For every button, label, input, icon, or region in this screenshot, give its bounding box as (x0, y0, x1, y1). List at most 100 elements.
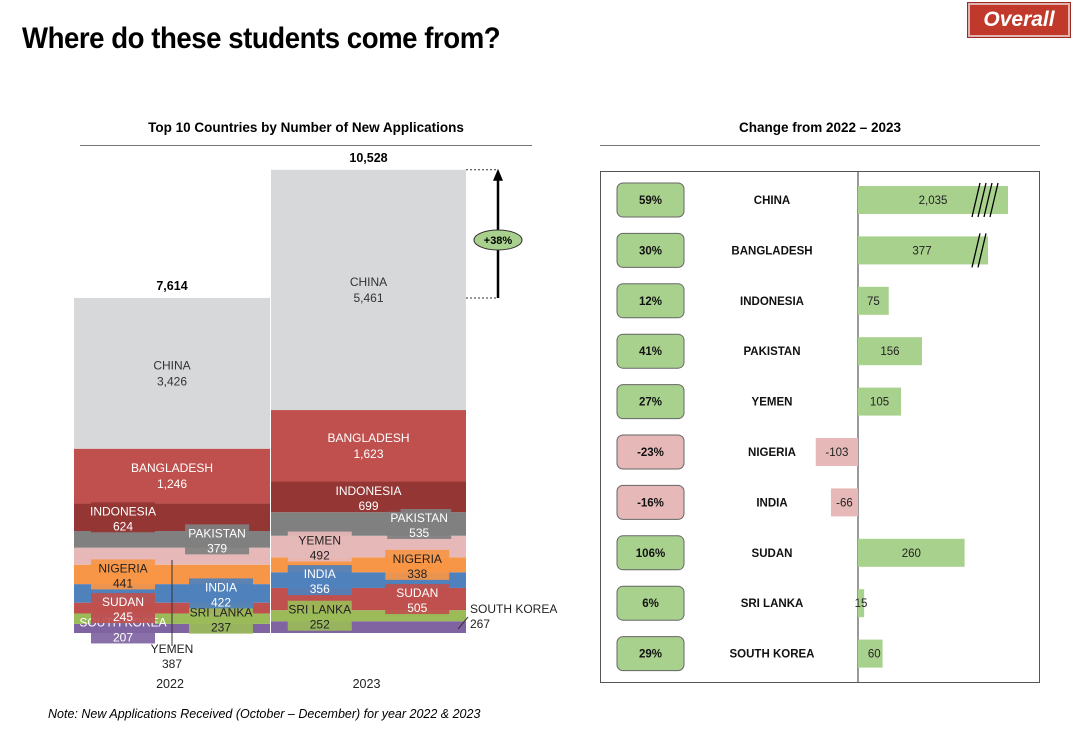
label-pakistan-2022-value: 379 (207, 541, 227, 555)
percent-label-nigeria: -23% (637, 447, 664, 459)
percent-label-bangladesh: 30% (639, 245, 662, 257)
country-label-indonesia: INDONESIA (740, 296, 804, 308)
change-chart-frame (600, 171, 1040, 683)
segment-china-2023 (271, 169, 466, 411)
label-sri-lanka-2022-name: SRI LANKA (190, 606, 253, 620)
label-indonesia-2022-name: INDONESIA (90, 504, 156, 518)
total-label-2023: 10,528 (349, 151, 387, 165)
break-mark-bangladesh-0b (977, 233, 987, 268)
break-mark-china-0a (971, 182, 981, 218)
change-bar-china (858, 186, 1008, 214)
category-label-2022: 2022 (156, 677, 184, 691)
percent-label-indonesia: 12% (639, 296, 662, 308)
change-value-indonesia: 75 (867, 296, 880, 308)
percent-pill-india (616, 484, 685, 520)
growth-arrow-head (493, 168, 503, 181)
country-label-sudan: SUDAN (752, 548, 793, 560)
label-indonesia-2023-value: 699 (358, 499, 378, 513)
change-bar-pakistan (858, 337, 922, 366)
percent-pill-yemen (616, 384, 685, 420)
overall-badge[interactable]: Overall (968, 3, 1070, 37)
percent-pill-sudan (616, 535, 685, 571)
label-india-2023-name: INDIA (304, 567, 336, 581)
percent-pill-south-korea (616, 636, 685, 672)
country-label-yemen: YEMEN (752, 397, 793, 409)
label-yemen-2023-value: 492 (310, 549, 330, 563)
percent-pill-sri-lanka (616, 585, 685, 621)
percent-label-china: 59% (639, 195, 662, 207)
callout-line-south-korea-2023 (457, 616, 469, 630)
total-label-2022: 7,614 (156, 279, 187, 293)
country-label-india: INDIA (756, 497, 787, 509)
percent-pill-indonesia (616, 283, 685, 319)
percent-label-sri-lanka: 6% (642, 598, 659, 610)
label-nigeria-2023-box (385, 549, 450, 580)
change-value-india: -66 (836, 497, 853, 509)
country-label-sri-lanka: SRI LANKA (741, 598, 804, 610)
label-india-2023-box (287, 565, 352, 596)
label-india-2022-value: 422 (211, 595, 231, 609)
growth-label: +38% (484, 235, 513, 247)
label-indonesia-2023-box (336, 481, 401, 512)
footnote: Note: New Applications Received (October… (48, 707, 481, 721)
segment-bangladesh-2022 (74, 448, 270, 504)
break-mark-bangladesh-0a (971, 233, 981, 268)
change-chart-title: Change from 2022 – 2023 (738, 120, 902, 135)
change-value-pakistan: 156 (880, 346, 899, 358)
label-bangladesh-2022-name: BANGLADESH (131, 461, 213, 475)
percent-pill-china (616, 182, 685, 218)
label-sudan-2023-value: 505 (407, 601, 427, 615)
segment-bangladesh-2023 (271, 410, 466, 482)
percent-label-yemen: 27% (639, 397, 662, 409)
label-nigeria-2022-name: NIGERIA (98, 561, 147, 575)
label-india-2022-box (189, 578, 253, 609)
percent-pill-pakistan (616, 333, 685, 369)
change-bar-nigeria (815, 438, 858, 466)
stack-chart-rule (80, 145, 532, 146)
label-pakistan-2022-name: PAKISTAN (188, 526, 246, 540)
percent-label-india: -16% (637, 497, 664, 509)
stack-chart-title: Top 10 Countries by Number of New Applic… (148, 120, 464, 135)
label-sri-lanka-2023-box (287, 600, 352, 631)
label-yemen-2022-name: YEMEN (151, 642, 194, 656)
label-south-korea-2022-value: 207 (113, 630, 133, 644)
label-bangladesh-2023-value: 1,623 (353, 447, 383, 461)
country-label-china: CHINA (754, 195, 790, 207)
growth-badge (473, 229, 523, 251)
label-pakistan-2023-name: PAKISTAN (390, 511, 448, 525)
label-india-2023-value: 356 (310, 582, 330, 596)
break-mark-china-1b (989, 182, 999, 218)
label-china-2023-name: CHINA (350, 275, 387, 289)
segment-south-korea-2023 (271, 621, 466, 633)
stacked-bar-chart: SOUTH KOREA207SRI LANKA237SUDAN245INDIA4… (74, 151, 557, 691)
percent-label-south-korea: 29% (639, 649, 662, 661)
change-value-south-korea: 60 (868, 649, 881, 661)
percent-label-sudan: 106% (636, 548, 665, 560)
country-label-pakistan: PAKISTAN (743, 346, 800, 358)
change-bar-indonesia (858, 286, 889, 315)
change-bar-bangladesh (858, 236, 988, 265)
label-indonesia-2023-name: INDONESIA (335, 484, 401, 498)
label-sudan-2022-value: 245 (113, 610, 133, 624)
label-china-2022-value: 3,426 (157, 374, 187, 388)
change-value-sri-lanka: 15 (855, 598, 868, 610)
change-bar-sudan (858, 538, 965, 567)
change-bar-yemen (858, 387, 902, 416)
break-mark-china-1a (983, 182, 993, 218)
label-nigeria-2022-value: 441 (113, 576, 133, 590)
label-indonesia-2022-box (91, 502, 155, 533)
label-south-korea-2023-value: 267 (470, 617, 490, 631)
country-label-bangladesh: BANGLADESH (731, 245, 812, 257)
change-bar-india (830, 488, 858, 517)
percent-label-pakistan: 41% (639, 346, 662, 358)
label-china-2023-value: 5,461 (353, 291, 383, 305)
change-bar-sri-lanka (858, 589, 865, 618)
label-yemen-2023-box (287, 531, 352, 562)
label-china-2022-name: CHINA (153, 358, 190, 372)
percent-pill-nigeria (616, 434, 685, 470)
label-yemen-2022-value: 387 (162, 657, 182, 671)
percent-pill-bangladesh (616, 232, 685, 268)
label-nigeria-2023-value: 338 (407, 567, 427, 581)
label-bangladesh-2023-name: BANGLADESH (327, 431, 409, 445)
label-india-2022-name: INDIA (205, 580, 237, 594)
